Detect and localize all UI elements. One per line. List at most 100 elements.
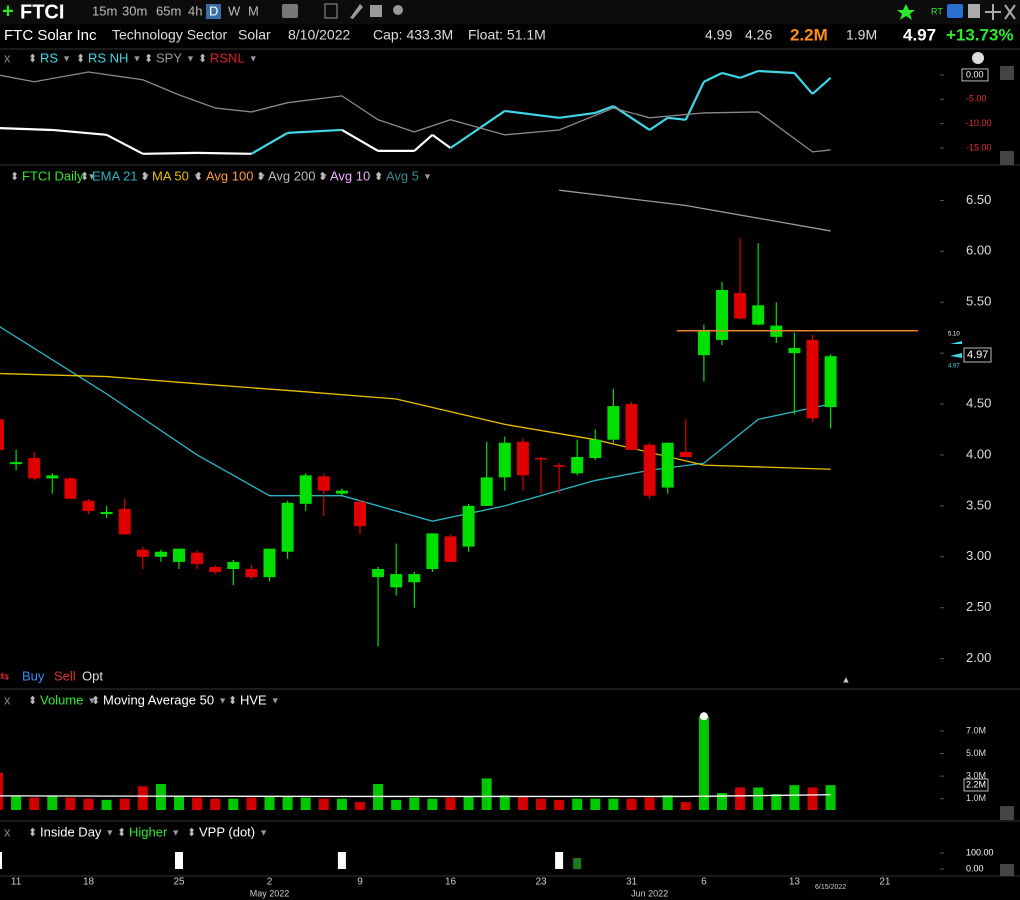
legend-dropdown[interactable]: ▼ [319, 171, 328, 181]
move-icon[interactable] [985, 4, 1001, 20]
legend-dropdown[interactable]: ▼ [87, 695, 96, 705]
x-tick-label: 18 [83, 877, 95, 888]
legend-item[interactable]: Higher [129, 824, 168, 839]
scroll-button[interactable] [1000, 151, 1014, 165]
tv-icon[interactable] [282, 4, 298, 18]
legend-item[interactable]: Avg 200 [268, 168, 315, 183]
legend-grip[interactable]: ⬍ [187, 827, 196, 839]
legend-item[interactable]: VPP (dot) [199, 824, 255, 839]
legend-grip[interactable]: ⬍ [117, 827, 126, 839]
symbol[interactable]: FTCI [20, 1, 64, 23]
candle-body [245, 569, 258, 578]
legend-item[interactable]: Avg 100 [206, 168, 253, 183]
legend-item[interactable]: FTCI Daily [22, 168, 84, 183]
add-icon[interactable]: + [2, 0, 14, 22]
volume-bar [789, 785, 800, 810]
legend-item[interactable]: Volume [40, 692, 83, 707]
rs-line-segment [341, 129, 379, 152]
cursor-date: 6/15/2022 [815, 884, 846, 891]
legend-grip[interactable]: ⬍ [228, 695, 237, 707]
legend-dropdown[interactable]: ▼ [257, 171, 266, 181]
legend-dropdown[interactable]: ▼ [218, 695, 227, 705]
legend-grip[interactable]: ⬍ [140, 171, 149, 183]
legend-item[interactable]: Moving Average 50 [103, 692, 214, 707]
share-icon[interactable] [393, 5, 403, 15]
rs-line-segment [684, 81, 705, 121]
close-panel[interactable]: x [4, 692, 11, 707]
legend-dropdown[interactable]: ▼ [193, 171, 202, 181]
legend-dropdown[interactable]: ▼ [423, 171, 432, 181]
timeframe-button[interactable]: 30m [122, 3, 147, 18]
volume-bar [698, 716, 709, 810]
collapse-arrow[interactable]: ▲ [842, 674, 851, 684]
rt-icon[interactable]: RT [931, 6, 943, 16]
legend-dropdown[interactable]: ▼ [259, 827, 268, 837]
scroll-button[interactable] [1000, 806, 1014, 820]
legend-item[interactable]: RS NH [88, 50, 128, 65]
legend-item[interactable]: Avg 10 [330, 168, 370, 183]
timeframe-button[interactable]: 15m [92, 3, 117, 18]
legend-item[interactable]: HVE [240, 692, 267, 707]
y-tick-label: 3.00 [966, 548, 991, 563]
y-tick-label: 4.00 [966, 446, 991, 461]
timeframe-button[interactable]: M [248, 3, 259, 18]
draw-icon[interactable] [350, 4, 363, 19]
candle-body [625, 404, 638, 450]
legend-dropdown[interactable]: ▼ [105, 827, 114, 837]
legend-grip[interactable]: ⬍ [374, 171, 383, 183]
legend-grip[interactable]: ⬍ [28, 695, 37, 707]
legend-dropdown[interactable]: ▼ [271, 695, 280, 705]
close-icon[interactable] [1004, 4, 1016, 20]
sell-button[interactable]: Sell [54, 668, 76, 683]
legend-dropdown[interactable]: ▼ [186, 53, 195, 63]
legend-grip[interactable]: ⬍ [198, 53, 207, 65]
legend-item[interactable]: RS [40, 50, 58, 65]
legend-grip[interactable]: ⬍ [91, 695, 100, 707]
volume-bar [608, 798, 619, 810]
legend-grip[interactable]: ⬍ [318, 171, 327, 183]
legend-item[interactable]: SPY [156, 50, 182, 65]
volume-bar [626, 798, 637, 810]
star-icon[interactable] [897, 4, 915, 20]
legend-grip[interactable]: ⬍ [28, 827, 37, 839]
legend-dropdown[interactable]: ▼ [142, 171, 151, 181]
candle-body [553, 465, 566, 467]
legend-dropdown[interactable]: ▼ [374, 171, 383, 181]
legend-grip[interactable]: ⬍ [256, 171, 265, 183]
legend-grip[interactable]: ⬍ [144, 53, 153, 65]
legend-item[interactable]: MA 50 [152, 168, 189, 183]
grid-icon[interactable] [324, 3, 338, 19]
close-panel[interactable]: x [4, 50, 11, 65]
legend-grip[interactable]: ⬍ [80, 171, 89, 183]
legend-dropdown[interactable]: ▼ [62, 53, 71, 63]
legend-item[interactable]: Inside Day [40, 824, 102, 839]
legend-dropdown[interactable]: ▼ [132, 53, 141, 63]
timeframe-button[interactable]: D [209, 3, 218, 18]
trade-icon[interactable]: ⇆ [0, 671, 9, 683]
scroll-button[interactable] [1000, 66, 1014, 80]
note-icon[interactable] [370, 5, 382, 17]
legend-dropdown[interactable]: ▼ [87, 171, 96, 181]
volume-bar [463, 796, 474, 810]
scroll-button[interactable] [1000, 864, 1014, 876]
legend-grip[interactable]: ⬍ [28, 53, 37, 65]
legend-item[interactable]: EMA 21 [92, 168, 138, 183]
legend-item[interactable]: RSNL [210, 50, 245, 65]
volume-bar [155, 784, 166, 810]
legend-grip[interactable]: ⬍ [194, 171, 203, 183]
buy-button[interactable]: Buy [22, 668, 45, 683]
save-icon[interactable] [968, 4, 980, 18]
timeframe-button[interactable]: 65m [156, 3, 181, 18]
legend-grip[interactable]: ⬍ [76, 53, 85, 65]
legend-dropdown[interactable]: ▼ [249, 53, 258, 63]
timeframe-button[interactable]: 4h [188, 3, 202, 18]
month-label: May 2022 [250, 888, 290, 898]
palette-icon[interactable] [972, 52, 984, 64]
options-button[interactable]: Opt [82, 668, 103, 683]
legend-grip[interactable]: ⬍ [10, 171, 19, 183]
close-panel[interactable]: x [4, 824, 11, 839]
legend-item[interactable]: Avg 5 [386, 168, 419, 183]
s-icon[interactable] [947, 4, 963, 18]
timeframe-button[interactable]: W [228, 3, 241, 18]
legend-dropdown[interactable]: ▼ [171, 827, 180, 837]
